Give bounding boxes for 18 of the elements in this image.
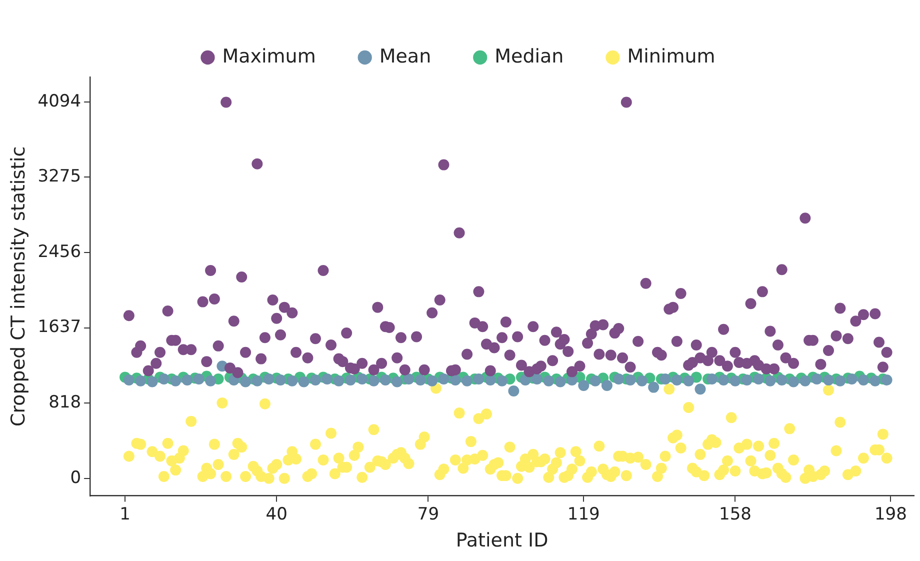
x-tick-label: 119	[567, 504, 600, 524]
y-axis-title: Cropped CT intensity statistic	[7, 146, 30, 427]
legend-label: Median	[494, 45, 564, 68]
x-tick-label: 198	[874, 504, 907, 524]
y-tick-label: 3275	[38, 166, 82, 187]
legend-label: Maximum	[222, 45, 316, 68]
y-tick-label: 2456	[38, 242, 82, 262]
legend-label: Minimum	[627, 45, 716, 68]
legend-label: Mean	[379, 45, 432, 68]
y-tick-label: 818	[48, 392, 82, 413]
x-axis-title: Patient ID	[456, 530, 548, 552]
x-tick-label: 1	[120, 504, 130, 524]
x-tick-label: 40	[266, 504, 288, 524]
y-tick-label: 1637	[38, 317, 82, 338]
y-tick-label: 4094	[38, 91, 82, 112]
y-tick-label: 0	[70, 468, 82, 488]
x-tick-label: 158	[718, 504, 752, 524]
x-tick-label: 79	[417, 504, 440, 524]
